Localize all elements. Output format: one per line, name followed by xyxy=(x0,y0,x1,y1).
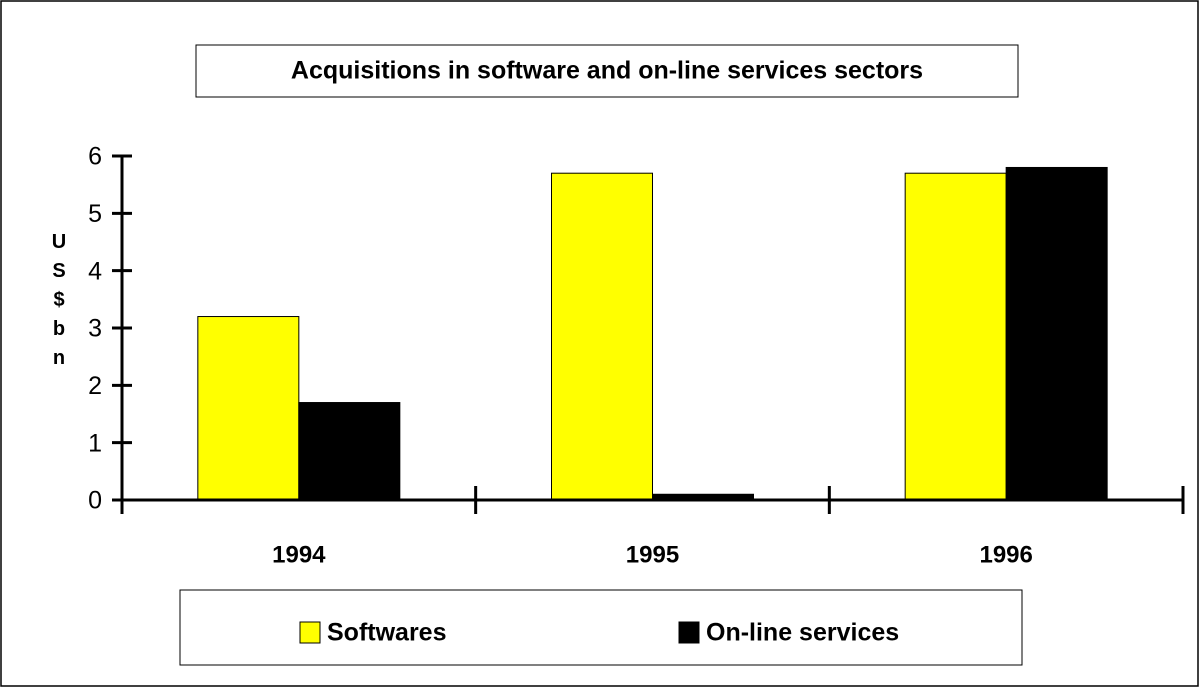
x-tick-label: 1995 xyxy=(626,541,679,568)
y-axis-label: US$ bn xyxy=(51,231,71,369)
chart-title: Acquisitions in software and on-line ser… xyxy=(291,57,923,85)
bar xyxy=(298,402,401,501)
legend-swatch xyxy=(299,621,321,644)
bar xyxy=(904,172,1007,501)
x-tick-label: 1996 xyxy=(979,541,1032,568)
legend-label: On-line services xyxy=(706,619,899,647)
bar xyxy=(1005,166,1108,501)
y-tick-label: 1 xyxy=(88,429,102,457)
bar xyxy=(551,172,653,501)
y-tick-label: 5 xyxy=(88,200,102,228)
y-tick-label: 2 xyxy=(88,372,102,400)
title-box xyxy=(195,44,1019,98)
y-tick-label: 4 xyxy=(88,257,102,285)
y-tick-label: 0 xyxy=(88,487,102,515)
legend-label: Softwares xyxy=(327,619,446,647)
y-tick-label: 6 xyxy=(88,143,102,171)
bar xyxy=(197,316,300,501)
y-tick-label: 3 xyxy=(88,315,102,343)
legend-swatch xyxy=(678,621,700,644)
x-tick-label: 1994 xyxy=(272,541,326,568)
